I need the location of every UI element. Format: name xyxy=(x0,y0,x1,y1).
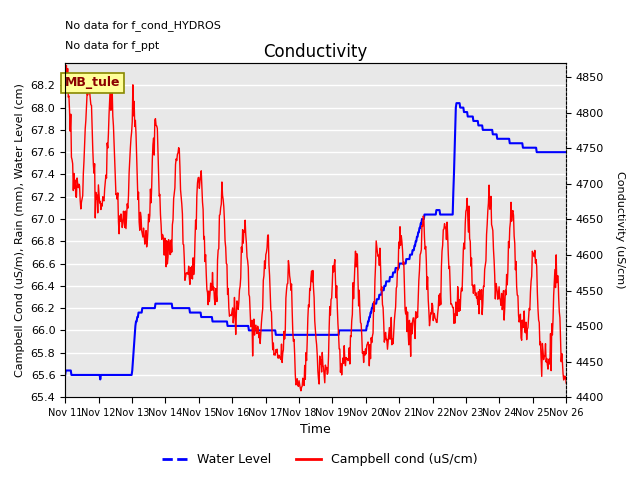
Text: MB_tule: MB_tule xyxy=(65,76,121,89)
Text: No data for f_cond_HYDROS: No data for f_cond_HYDROS xyxy=(65,20,221,31)
Title: Conductivity: Conductivity xyxy=(264,44,368,61)
X-axis label: Time: Time xyxy=(300,423,331,436)
Text: No data for f_ppt: No data for f_ppt xyxy=(65,40,159,50)
Legend: Water Level, Campbell cond (uS/cm): Water Level, Campbell cond (uS/cm) xyxy=(157,448,483,471)
Y-axis label: Campbell Cond (uS/m), Rain (mm), Water Level (cm): Campbell Cond (uS/m), Rain (mm), Water L… xyxy=(15,83,25,377)
Y-axis label: Conductivity (uS/cm): Conductivity (uS/cm) xyxy=(615,171,625,289)
